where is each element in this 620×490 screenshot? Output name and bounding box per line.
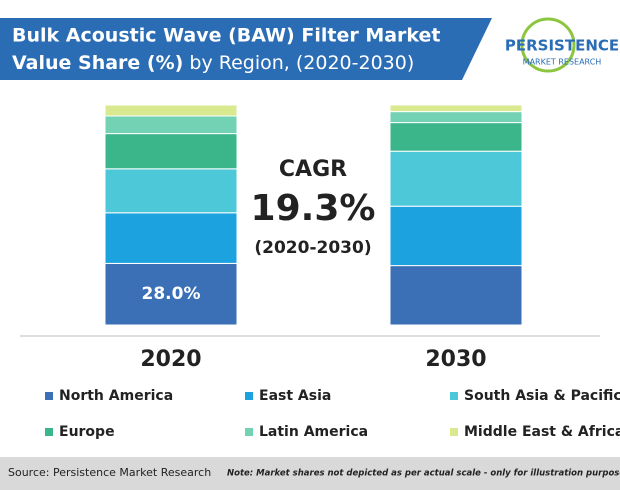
legend-label: Middle East & Africa <box>464 424 620 440</box>
cagr-value: 19.3% <box>251 188 376 229</box>
legend-label: North America <box>59 388 173 404</box>
legend-label: East Asia <box>259 388 331 404</box>
title-band <box>0 18 492 80</box>
title: Bulk Acoustic Wave (BAW) Filter Market <box>12 25 441 47</box>
bar-segment <box>389 150 523 207</box>
legend-swatch <box>245 428 253 436</box>
footer-note: Note: Market shares not depicted as per … <box>227 469 620 479</box>
bar-segment <box>104 115 238 135</box>
bar-segment <box>389 104 523 113</box>
bar-segment <box>389 111 523 124</box>
logo-name: PERSISTENCE <box>505 37 619 55</box>
x-tick-label: 2020 <box>140 347 201 372</box>
logo-ring <box>520 17 576 73</box>
cagr-label: CAGR <box>279 157 347 182</box>
bar-segment <box>104 104 238 117</box>
bar-segment <box>104 212 238 264</box>
bar-segment <box>389 122 523 152</box>
subtitle-rest: by Region, (2020-2030) <box>189 52 414 74</box>
legend-swatch <box>45 428 53 436</box>
bar-segment <box>104 133 238 170</box>
footer-source: Source: Persistence Market Research <box>8 466 211 479</box>
footer-band <box>0 457 620 490</box>
bar-segment <box>104 262 238 326</box>
legend-swatch <box>45 392 53 400</box>
bar-segment <box>389 265 523 326</box>
x-tick-label: 2030 <box>425 347 486 372</box>
legend-swatch <box>450 428 458 436</box>
legend-label: Latin America <box>259 424 368 440</box>
cagr-period: (2020-2030) <box>254 238 371 258</box>
logo: PERSISTENCE MARKET RESEARCH <box>505 17 619 73</box>
legend-label: South Asia & Pacific <box>464 388 620 404</box>
value-label: 28.0% <box>142 284 201 304</box>
subtitle: Value Share (%) by Region, (2020-2030) <box>12 52 414 74</box>
legend-swatch <box>245 392 253 400</box>
subtitle-bold: Value Share (%) <box>12 52 183 74</box>
legend-label: Europe <box>59 424 115 440</box>
logo-tagline: MARKET RESEARCH <box>523 58 602 67</box>
bar-segment <box>104 168 238 214</box>
bar-segment <box>389 205 523 267</box>
legend-swatch <box>450 392 458 400</box>
